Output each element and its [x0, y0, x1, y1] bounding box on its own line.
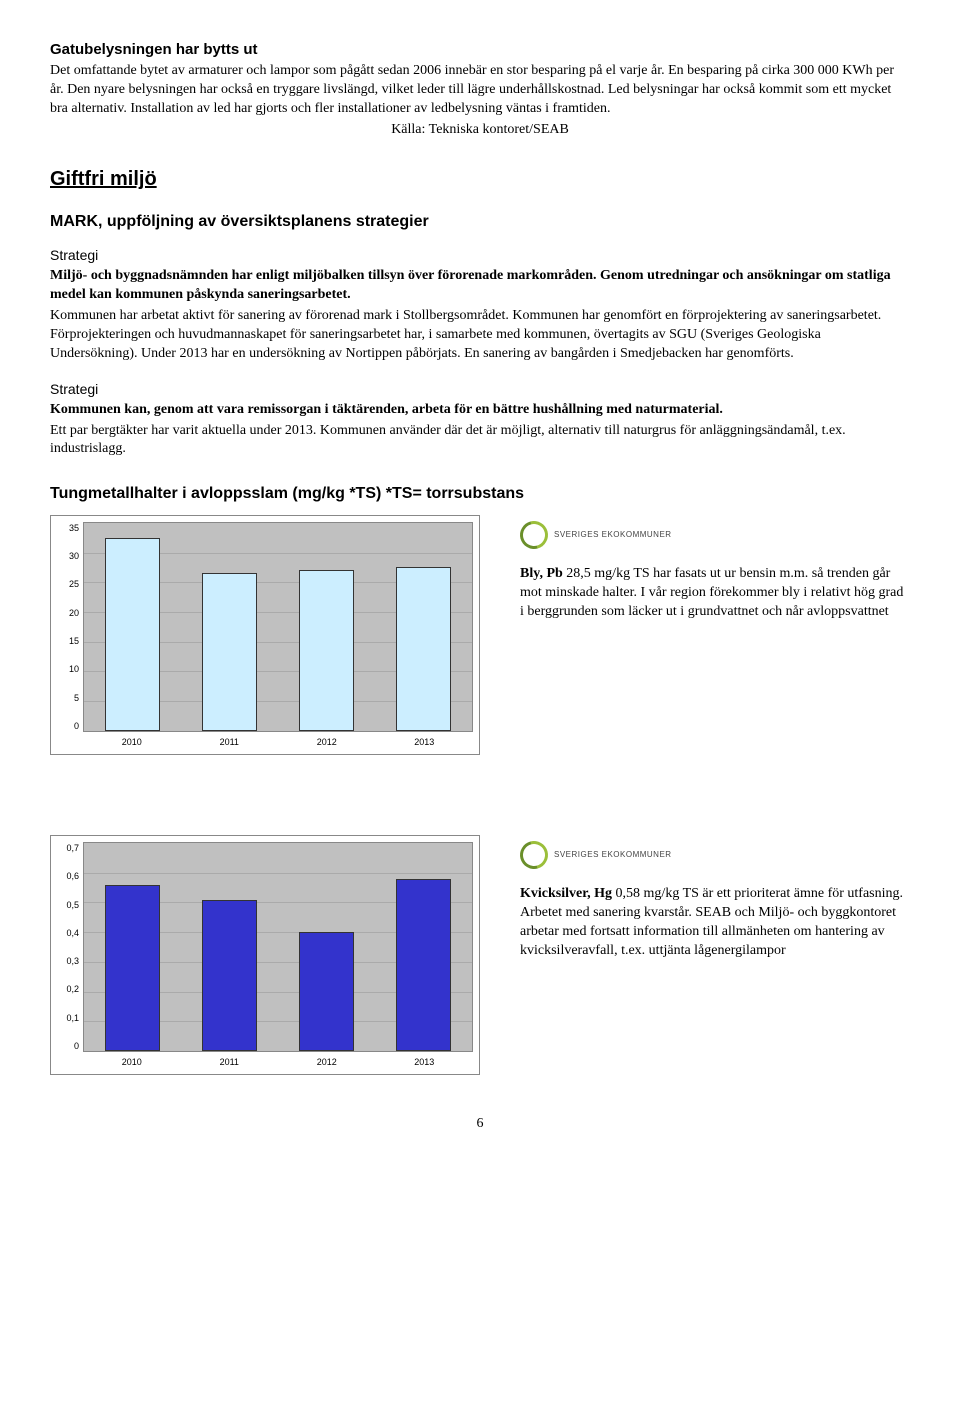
- source-line: Källa: Tekniska kontoret/SEAB: [50, 121, 910, 140]
- text-strategi-1: Kommunen har arbetat aktivt för sanering…: [50, 307, 910, 364]
- chart-row-hg: 0,70,60,50,40,30,20,10 2010201120122013 …: [50, 835, 910, 1075]
- xtick-label: 2011: [181, 732, 279, 748]
- xtick-label: 2010: [83, 1052, 181, 1068]
- chart-bly-desc: Bly, Pb 28,5 mg/kg TS har fasats ut ur b…: [520, 565, 910, 622]
- chart-bly-label: Bly, Pb: [520, 566, 563, 581]
- bar: [202, 573, 256, 730]
- xtick-label: 2013: [376, 1052, 474, 1068]
- xtick-label: 2013: [376, 732, 474, 748]
- chart-hg-yaxis: 0,7 0,6 0,5 0,4 0,3 0,2 0,1 0: [57, 842, 83, 1052]
- ytick-label: 30: [69, 550, 79, 562]
- bar: [396, 879, 450, 1051]
- ytick-label: 0,5: [66, 899, 79, 911]
- eco-logo-icon: [515, 836, 553, 874]
- xtick-label: 2012: [278, 732, 376, 748]
- chart-row-bly: 35 30 25 20 15 10 5 0 2010201120122013 SVERIGES…: [50, 515, 910, 755]
- strategi-block-2: Strategi Kommunen kan, genom att vara re…: [50, 380, 910, 460]
- chart-bly-desc-col: SVERIGES EKOKOMMUNER Bly, Pb 28,5 mg/kg …: [520, 515, 910, 624]
- chart-hg-xaxis: 2010201120122013: [83, 1052, 473, 1068]
- eco-logo-icon: [515, 516, 553, 554]
- ytick-label: 20: [69, 607, 79, 619]
- chart-bly-plot: [83, 522, 473, 732]
- xtick-label: 2011: [181, 1052, 279, 1068]
- ytick-label: 0,6: [66, 870, 79, 882]
- xtick-label: 2012: [278, 1052, 376, 1068]
- chart-hg-desc: Kvicksilver, Hg 0,58 mg/kg TS är ett pri…: [520, 885, 910, 961]
- ytick-label: 0,7: [66, 842, 79, 854]
- section-gatubelysning: Gatubelysningen har bytts ut Det omfatta…: [50, 40, 910, 140]
- eco-logo-text-2: SVERIGES EKOKOMMUNER: [554, 850, 672, 861]
- eco-logo-2: SVERIGES EKOKOMMUNER: [520, 841, 910, 869]
- chart-bly-text: 28,5 mg/kg TS har fasats ut ur bensin m.…: [520, 566, 903, 619]
- ytick-label: 0: [74, 1040, 79, 1052]
- ytick-label: 5: [74, 692, 79, 704]
- label-strategi-2: Strategi: [50, 380, 910, 399]
- heading-gatubelysning: Gatubelysningen har bytts ut: [50, 40, 910, 60]
- chart-bly-xaxis: 2010201120122013: [83, 732, 473, 748]
- chart-bly-yaxis: 35 30 25 20 15 10 5 0: [57, 522, 83, 732]
- ytick-label: 10: [69, 663, 79, 675]
- chart-hg: 0,7 0,6 0,5 0,4 0,3 0,2 0,1 0 2010201120122013: [50, 835, 480, 1075]
- chart-bly: 35 30 25 20 15 10 5 0 2010201120122013: [50, 515, 480, 755]
- body-gatubelysning: Det omfattande bytet av armaturer och la…: [50, 62, 910, 119]
- ytick-label: 0,3: [66, 955, 79, 967]
- bar: [105, 538, 159, 731]
- ytick-label: 0,4: [66, 927, 79, 939]
- label-strategi-1: Strategi: [50, 246, 910, 265]
- bar: [105, 885, 159, 1051]
- grid-line: [84, 873, 472, 874]
- ytick-label: 0,2: [66, 983, 79, 995]
- bar: [299, 570, 353, 730]
- ytick-label: 35: [69, 522, 79, 534]
- ytick-label: 25: [69, 578, 79, 590]
- heading-giftfri: Giftfri miljö: [50, 166, 910, 193]
- chart-hg-label: Kvicksilver, Hg: [520, 886, 612, 901]
- text-strategi-2: Ett par bergtäkter har varit aktuella un…: [50, 422, 910, 460]
- xtick-label: 2010: [83, 732, 181, 748]
- bar: [396, 567, 450, 730]
- heading-mark: MARK, uppföljning av översiktsplanens st…: [50, 211, 910, 233]
- ytick-label: 15: [69, 635, 79, 647]
- bar: [202, 900, 256, 1052]
- bold-strategi-2: Kommunen kan, genom att vara remissorgan…: [50, 401, 910, 420]
- bold-strategi-1: Miljö- och byggnadsnämnden har enligt mi…: [50, 267, 910, 305]
- bar: [299, 932, 353, 1051]
- ytick-label: 0,1: [66, 1012, 79, 1024]
- chart-hg-plot: [83, 842, 473, 1052]
- heading-charts: Tungmetallhalter i avloppsslam (mg/kg *T…: [50, 483, 910, 505]
- eco-logo-1: SVERIGES EKOKOMMUNER: [520, 521, 910, 549]
- strategi-block-1: Strategi Miljö- och byggnadsnämnden har …: [50, 246, 910, 363]
- eco-logo-text-1: SVERIGES EKOKOMMUNER: [554, 530, 672, 541]
- page-number: 6: [50, 1115, 910, 1134]
- chart-hg-desc-col: SVERIGES EKOKOMMUNER Kvicksilver, Hg 0,5…: [520, 835, 910, 963]
- ytick-label: 0: [74, 720, 79, 732]
